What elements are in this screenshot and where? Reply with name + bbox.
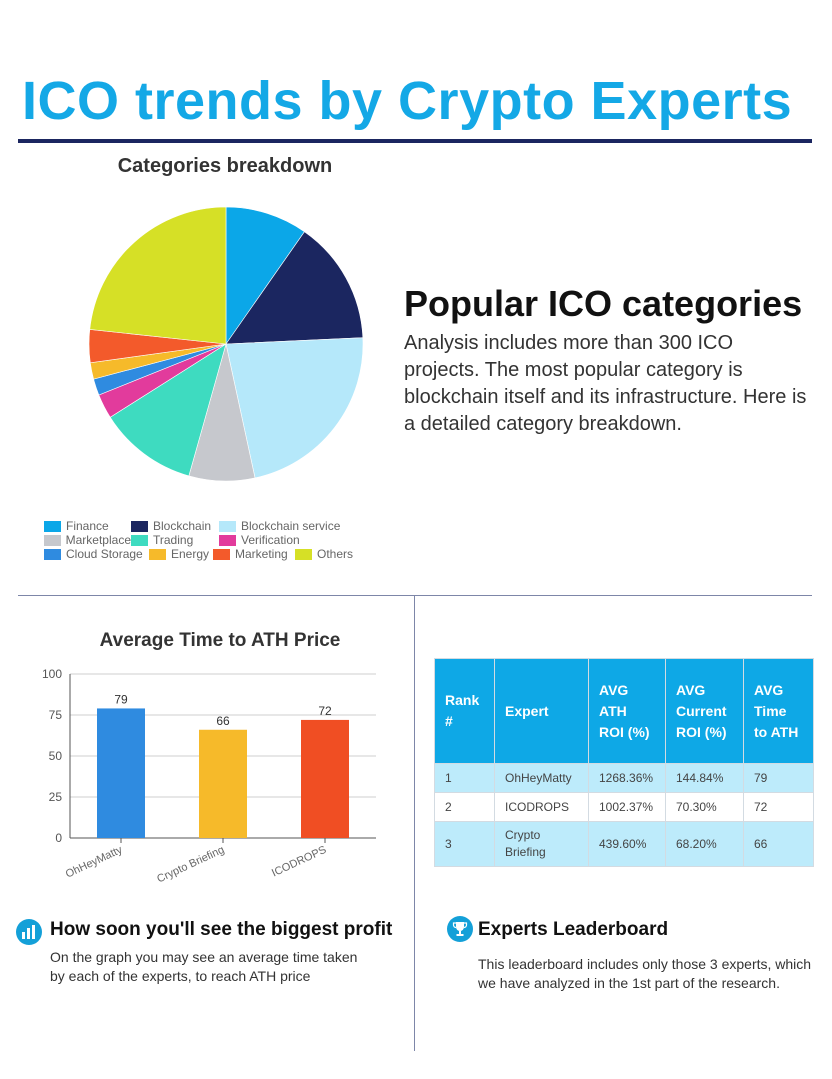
pie-legend: Finance Blockchain Blockchain service Marke… [44,519,424,561]
legend-item-blockchain: Blockchain [131,519,219,533]
legend-item-finance: Finance [44,519,131,533]
pie-slice-blockchain [225,231,364,345]
title-underline [18,139,812,143]
column-header-expert: Expert [494,658,589,764]
legend-swatch [149,548,166,560]
cell-avg-ath-roi: 439.60% [588,821,666,867]
bar-value-label: 66 [216,714,230,728]
bar-crypto-briefing [199,729,247,838]
legend-label: Marketplace [65,533,131,547]
pie-chart-title: Categories breakdown [117,155,333,177]
cell-rank: 3 [434,821,495,867]
cell-avg-ath-roi: 1268.36% [588,763,666,793]
legend-swatch [219,520,236,532]
leaderboard-section-text: This leaderboard includes only those 3 e… [478,956,812,991]
bar-ohheymatty [97,708,145,838]
legend-swatch [44,534,61,546]
bar-chart-title: Average Time to ATH Price [99,630,341,651]
y-tick-label: 25 [49,790,63,804]
legend-swatch [295,548,312,560]
table-header-row: Rank # Expert AVG ATH ROI (%) AVG Curren… [434,658,814,764]
cell-avg-current-roi: 144.84% [665,763,744,793]
legend-label: Verification [241,533,300,547]
bar-icodrops [301,719,349,838]
legend-item-verification: Verification [219,533,300,547]
cell-avg-current-roi: 68.20% [665,821,744,867]
legend-swatch [44,520,61,532]
legend-row: Marketplace Trading Verification [44,533,424,547]
legend-swatch [213,548,230,560]
y-tick-label: 100 [42,667,62,681]
legend-item-marketing: Marketing [213,547,295,561]
experts-leaderboard-table: Rank # Expert AVG ATH ROI (%) AVG Curren… [434,658,814,867]
page-title: ICO trends by Crypto Experts [22,71,793,131]
legend-label: Energy [171,547,210,561]
legend-swatch [44,548,61,560]
legend-item-others: Others [295,547,353,561]
trophy-icon [447,916,473,942]
cell-avg-time-to-ath: 79 [743,763,814,793]
leaderboard-section-heading: Experts Leaderboard [478,919,669,940]
table-row: 2 ICODROPS 1002.37% 70.30% 72 [434,792,814,822]
legend-label: Blockchain service [241,519,341,533]
legend-label: Marketing [235,547,288,561]
legend-row: Finance Blockchain Blockchain service [44,519,424,533]
popular-categories-description: Analysis includes more than 300 ICO proj… [404,332,807,435]
pie-slice-others [89,206,227,345]
popular-categories-heading: Popular ICO categories [404,283,803,324]
y-tick-label: 50 [49,749,63,763]
column-header-avg-ath-roi: AVG ATH ROI (%) [588,658,666,764]
cell-expert: OhHeyMatty [494,763,589,793]
pie-slice-blockchain-service [225,337,364,479]
profit-section-text: On the graph you may see an average time… [50,949,358,984]
legend-item-marketplace: Marketplace [44,533,131,547]
x-tick-label: OhHeyMatty [64,844,125,881]
table-row: 1 OhHeyMatty 1268.36% 144.84% 79 [434,763,814,793]
legend-swatch [131,520,148,532]
bar-chart-icon [16,919,42,945]
column-header-rank: Rank # [434,658,495,764]
legend-label: Blockchain [153,519,212,533]
cell-avg-ath-roi: 1002.37% [588,792,666,822]
section-divider [18,595,812,596]
bar-value-label: 79 [114,692,128,706]
legend-swatch [219,534,236,546]
legend-label: Others [317,547,354,561]
cell-rank: 1 [434,763,495,793]
legend-item-blockchain-service: Blockchain service [219,519,340,533]
bar-value-label: 72 [318,704,332,718]
pie-chart [88,206,364,482]
cell-avg-current-roi: 70.30% [665,792,744,822]
y-tick-label: 75 [49,708,63,722]
profit-section-heading: How soon you'll see the biggest profit [50,919,393,940]
legend-row: Cloud Storage Energy Marketing Others [44,547,424,561]
table-row: 3 Crypto Briefing 439.60% 68.20% 66 [434,821,814,867]
legend-item-energy: Energy [149,547,213,561]
cell-avg-time-to-ath: 66 [743,821,814,867]
x-tick-label: Crypto Briefing [155,844,226,886]
legend-swatch [131,534,148,546]
legend-label: Finance [66,519,109,533]
x-tick-label: ICODROPS [270,844,328,880]
cell-rank: 2 [434,792,495,822]
legend-item-cloud-storage: Cloud Storage [44,547,149,561]
legend-item-trading: Trading [131,533,219,547]
column-divider [414,596,415,1051]
cell-expert: ICODROPS [494,792,589,822]
legend-label: Trading [153,533,194,547]
y-tick-label: 0 [55,831,62,845]
pie-slice-finance [225,206,305,345]
column-header-avg-current-roi: AVG Current ROI (%) [665,658,744,764]
pie-slice-trading [109,343,227,477]
column-header-avg-time-to-ath: AVG Time to ATH [743,658,814,764]
cell-avg-time-to-ath: 72 [743,792,814,822]
legend-label: Cloud Storage [66,547,143,561]
cell-expert: Crypto Briefing [494,821,589,867]
bar-chart: 0 25 50 75 100 79 OhHeyMatty 66 Crypto Briefing 7… [42,667,376,886]
